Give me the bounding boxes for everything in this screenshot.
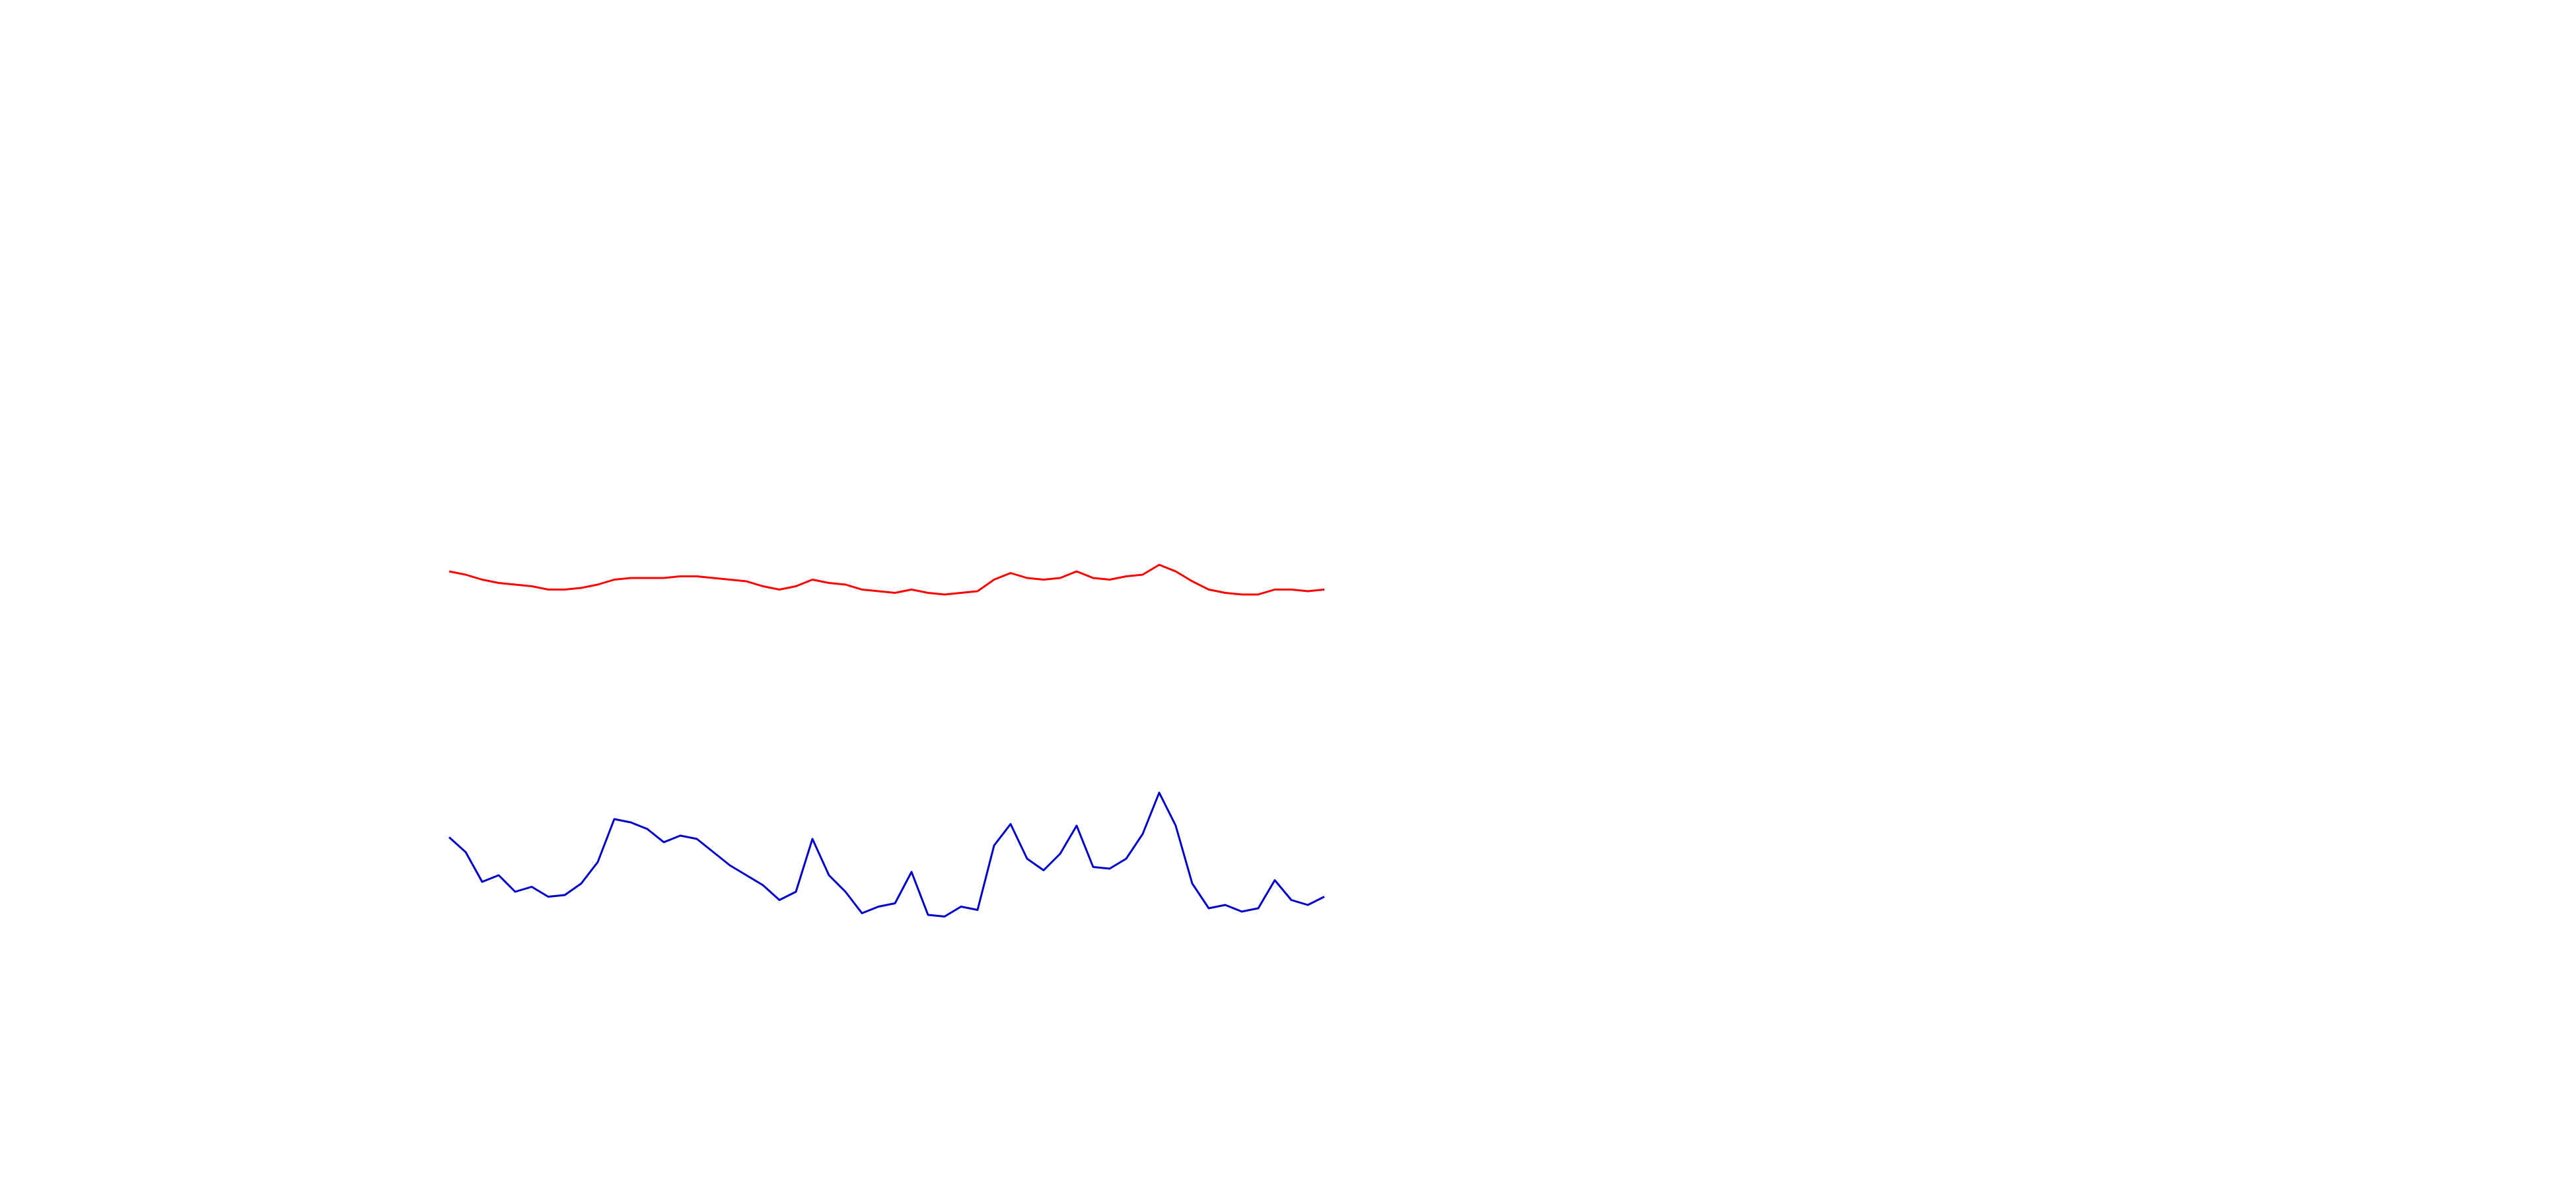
data-line — [448, 791, 1325, 918]
data-line — [448, 563, 1325, 596]
